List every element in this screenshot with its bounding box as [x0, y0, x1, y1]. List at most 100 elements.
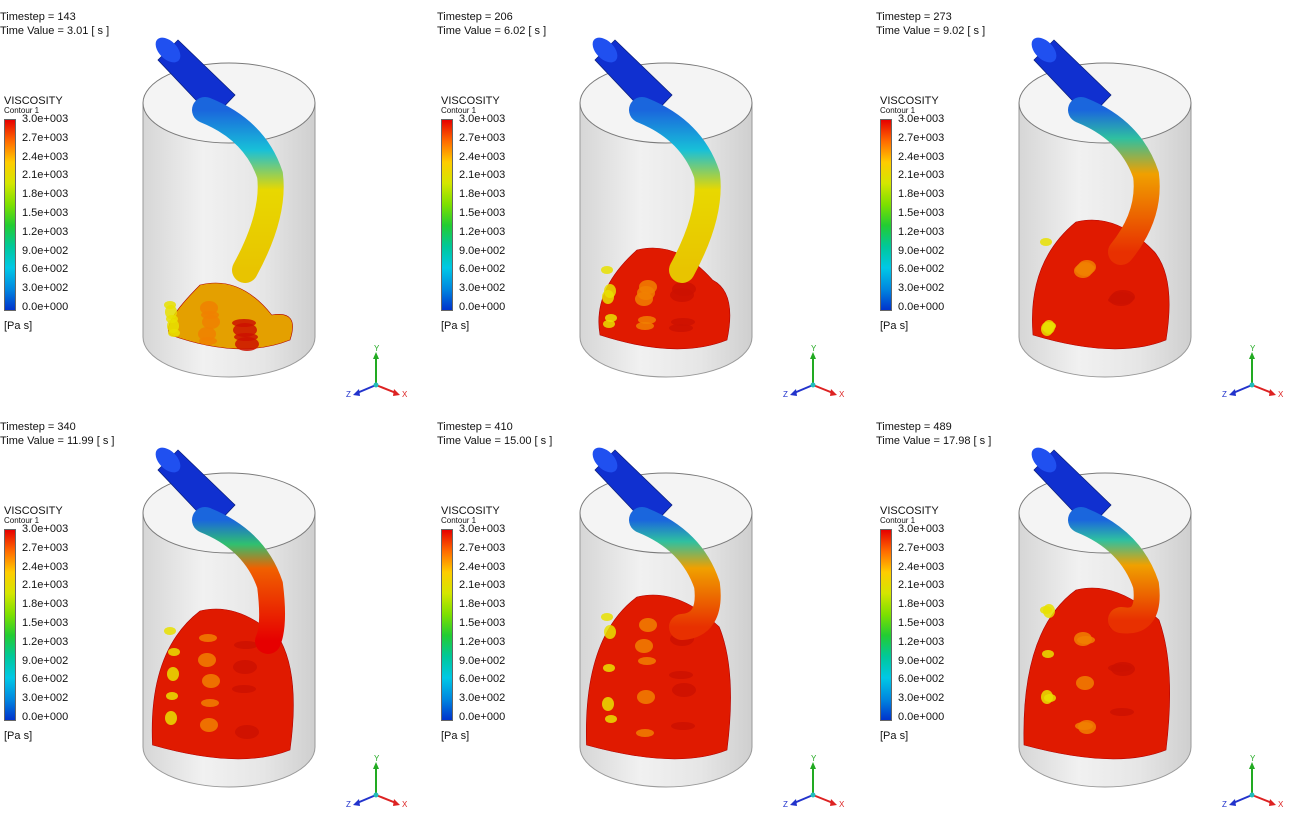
- y-axis-label: Y: [1250, 345, 1256, 353]
- legend-tick-label: 1.2e+003: [898, 225, 945, 238]
- legend-subtitle: Contour 1: [880, 516, 916, 525]
- simulation-view: [142, 37, 316, 378]
- legend-title: VISCOSITY: [4, 505, 63, 517]
- timestep-label: Timestep = 143: [0, 11, 76, 23]
- legend-ticks: 3.0e+003 2.7e+003 2.4e+003 2.1e+003 1.8e+003…: [22, 113, 92, 313]
- simulation-view: [1018, 447, 1192, 788]
- legend-tick-label: 2.1e+003: [459, 169, 506, 182]
- result-panel: Timestep = 273 Time Value = 9.02 [ s ] V…: [876, 0, 1297, 416]
- legend-tick-label: 1.5e+003: [898, 207, 945, 219]
- x-axis-line: [375, 384, 397, 394]
- legend-tick-label: 2.1e+003: [22, 579, 69, 592]
- deposit-pile: [598, 247, 731, 350]
- axis-triad: Y X Z: [783, 755, 845, 809]
- legend-title: VISCOSITY: [880, 95, 939, 107]
- fluid-strand: [629, 97, 721, 283]
- legend-tick-label: 9.0e+002: [22, 654, 69, 667]
- z-axis-arrow-icon: [1229, 799, 1236, 806]
- x-axis-line: [1251, 384, 1273, 394]
- legend-unit: [Pa s]: [880, 730, 909, 742]
- z-axis-arrow-icon: [353, 389, 360, 396]
- legend-tick-label: 9.0e+002: [898, 244, 945, 257]
- z-axis-label: Z: [346, 800, 351, 809]
- time-header: Timestep = 489 Time Value = 17.98 [ s ]: [876, 420, 991, 448]
- viscosity-legend: VISCOSITY Contour 1 3.0e+003 2.7e+003 2.4e…: [878, 95, 968, 335]
- legend-tick-label: 3.0e+003: [459, 523, 506, 535]
- legend-tick-label: 1.8e+003: [898, 598, 945, 611]
- legend-tick-label: 0.0e+000: [898, 301, 945, 313]
- time-value-label: Time Value = 15.00 [ s ]: [437, 435, 553, 447]
- legend-tick-label: 3.0e+002: [898, 692, 945, 705]
- z-axis-line: [1232, 384, 1253, 394]
- legend-unit: [Pa s]: [441, 320, 470, 332]
- y-axis-arrow-icon: [810, 352, 816, 359]
- result-panel: Timestep = 143 Time Value = 3.01 [ s ] V…: [0, 0, 432, 416]
- y-axis-arrow-icon: [373, 762, 379, 769]
- nozzle-opening: [592, 447, 618, 473]
- time-value-label: Time Value = 3.01 [ s ]: [0, 25, 110, 37]
- legend-tick-label: 9.0e+002: [459, 244, 506, 257]
- deposit-pile: [164, 282, 293, 351]
- legend-title: VISCOSITY: [441, 505, 500, 517]
- axis-triad: Y X Z: [1222, 755, 1284, 809]
- viscosity-legend: VISCOSITY Contour 1 3.0e+003 2.7e+003 2.4e…: [439, 505, 529, 745]
- x-axis-arrow-icon: [1269, 799, 1276, 806]
- y-axis-label: Y: [1250, 755, 1256, 763]
- legend-color-bar: [441, 529, 453, 721]
- legend-tick-label: 3.0e+002: [459, 692, 506, 705]
- legend-tick-label: 6.0e+002: [898, 673, 945, 686]
- axis-triad: Y X Z: [346, 755, 408, 809]
- axis-origin: [810, 792, 816, 798]
- legend-tick-label: 1.5e+003: [459, 617, 506, 629]
- viscosity-legend: VISCOSITY Contour 1 3.0e+003 2.7e+003 2.4e…: [439, 95, 529, 335]
- x-axis-arrow-icon: [1269, 389, 1276, 396]
- fluid-strand: [629, 507, 721, 640]
- legend-tick-label: 9.0e+002: [459, 654, 506, 667]
- legend-color-bar: [880, 119, 892, 311]
- legend-subtitle: Contour 1: [880, 106, 916, 115]
- z-axis-label: Z: [346, 390, 351, 399]
- fluid-strand: [192, 507, 286, 654]
- z-axis-arrow-icon: [353, 799, 360, 806]
- result-panel: Timestep = 340 Time Value = 11.99 [ s ] …: [0, 410, 432, 826]
- legend-tick-label: 1.8e+003: [22, 598, 69, 611]
- x-axis-line: [1251, 794, 1273, 804]
- legend-subtitle: Contour 1: [441, 516, 477, 525]
- x-axis-arrow-icon: [393, 799, 400, 806]
- z-axis-line: [356, 794, 377, 804]
- legend-tick-label: 6.0e+002: [898, 263, 945, 276]
- legend-ticks: 3.0e+003 2.7e+003 2.4e+003 2.1e+003 1.8e+003…: [459, 113, 529, 313]
- timestep-label: Timestep = 206: [437, 11, 513, 23]
- legend-tick-label: 3.0e+002: [22, 692, 69, 705]
- legend-tick-label: 9.0e+002: [22, 244, 69, 257]
- legend-tick-label: 2.7e+003: [898, 541, 945, 554]
- legend-tick-label: 3.0e+003: [22, 113, 69, 125]
- nozzle-opening: [1031, 37, 1057, 63]
- legend-tick-label: 1.5e+003: [22, 207, 69, 219]
- simulation-view: [1018, 37, 1192, 378]
- axis-origin: [373, 792, 379, 798]
- y-axis-arrow-icon: [373, 352, 379, 359]
- legend-tick-label: 2.4e+003: [898, 150, 945, 163]
- simulation-view: [579, 447, 753, 788]
- z-axis-line: [793, 384, 814, 394]
- x-axis-line: [812, 384, 834, 394]
- timestep-label: Timestep = 410: [437, 421, 513, 433]
- legend-tick-label: 1.5e+003: [459, 207, 506, 219]
- z-axis-label: Z: [783, 800, 788, 809]
- legend-tick-label: 2.4e+003: [898, 560, 945, 573]
- y-axis-arrow-icon: [810, 762, 816, 769]
- legend-tick-label: 2.4e+003: [22, 560, 69, 573]
- legend-tick-label: 3.0e+002: [459, 282, 506, 295]
- legend-tick-label: 1.5e+003: [22, 617, 69, 629]
- z-axis-line: [793, 794, 814, 804]
- legend-tick-label: 2.7e+003: [459, 131, 506, 144]
- x-axis-label: X: [402, 390, 408, 399]
- viscosity-legend: VISCOSITY Contour 1 3.0e+003 2.7e+003 2.4e…: [2, 95, 92, 335]
- legend-tick-label: 3.0e+003: [898, 113, 945, 125]
- fluid-strand: [192, 97, 284, 283]
- simulation-view: [142, 447, 316, 788]
- legend-tick-label: 2.4e+003: [459, 560, 506, 573]
- axis-triad: Y X Z: [1222, 345, 1284, 399]
- y-axis-label: Y: [811, 345, 817, 353]
